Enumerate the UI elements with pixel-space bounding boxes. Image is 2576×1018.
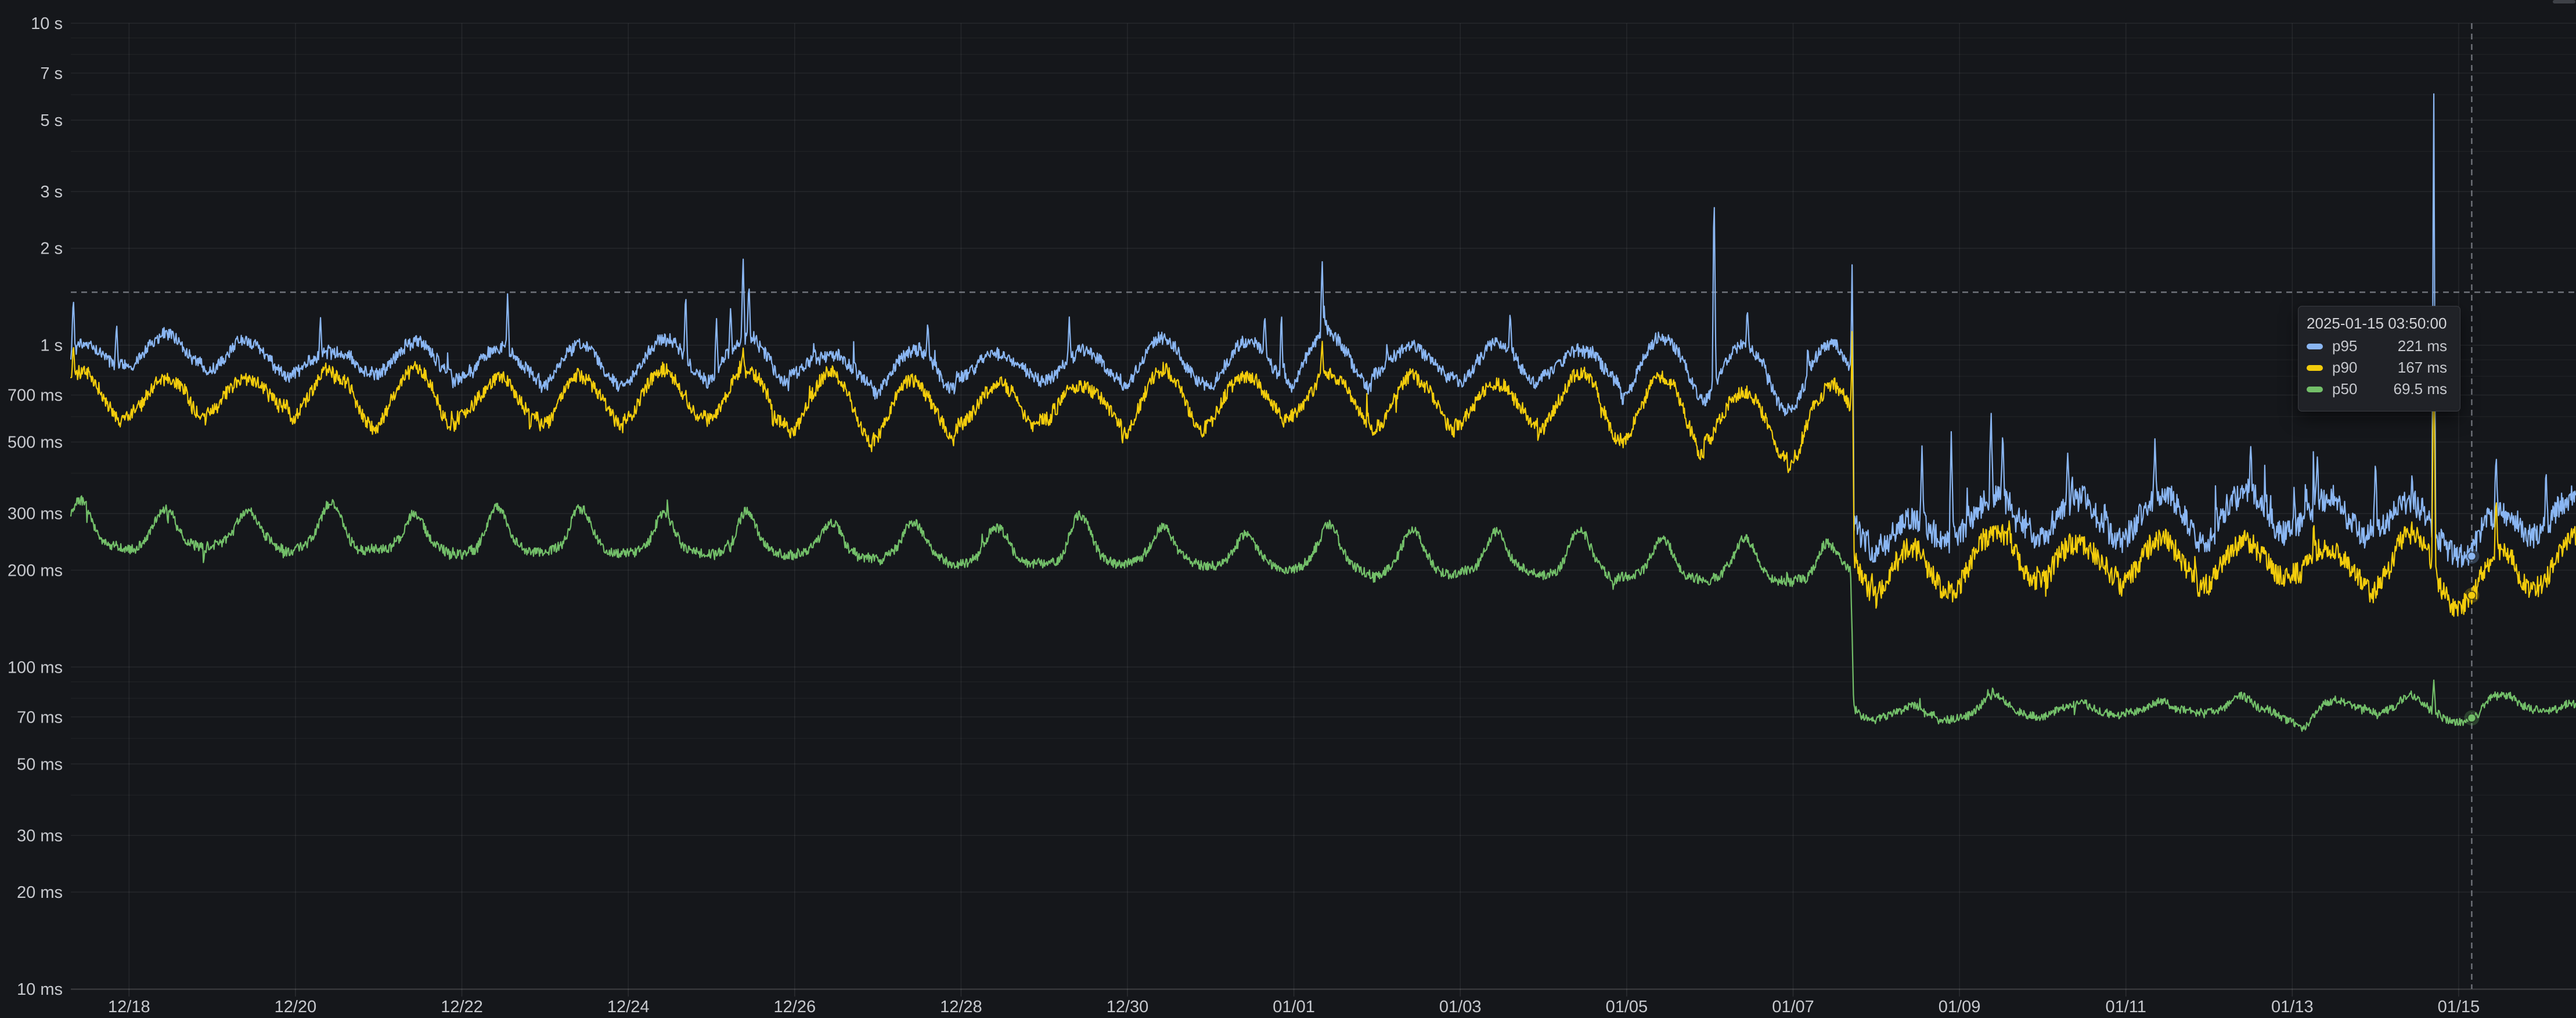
y-axis-tick-label: 70 ms xyxy=(17,708,63,727)
y-axis-tick-label: 3 s xyxy=(40,183,63,201)
y-axis-tick-label: 30 ms xyxy=(17,826,63,845)
y-axis-tick-label: 7 s xyxy=(40,64,63,83)
y-axis-tick-label: 300 ms xyxy=(8,505,63,524)
tooltip-timestamp: 2025-01-15 03:50:00 xyxy=(2307,315,2447,332)
series-color-pill-p95 xyxy=(2307,343,2323,349)
y-axis-tick-label: 5 s xyxy=(40,111,63,130)
y-axis-tick-label: 10 ms xyxy=(17,980,63,999)
y-axis-tick-label: 100 ms xyxy=(8,658,63,677)
x-axis-tick-label: 12/20 xyxy=(275,998,317,1016)
hover-point-p90 xyxy=(2467,590,2477,600)
y-axis-tick-label: 20 ms xyxy=(17,883,63,902)
x-axis-tick-label: 12/26 xyxy=(774,998,816,1016)
tooltip-row-p50: p50 69.5 ms xyxy=(2307,378,2447,400)
x-axis-tick-label: 12/28 xyxy=(940,998,982,1016)
x-axis-tick-label: 01/09 xyxy=(1939,998,1981,1016)
series-label-p50: p50 xyxy=(2332,380,2358,398)
y-axis-tick-label: 2 s xyxy=(40,240,63,258)
series-value-p50: 69.5 ms xyxy=(2393,380,2448,398)
tooltip-row-p95: p95 221 ms xyxy=(2307,335,2447,357)
x-axis-tick-label: 12/30 xyxy=(1107,998,1149,1016)
x-axis-tick-label: 01/01 xyxy=(1273,998,1315,1016)
y-axis-tick-label: 500 ms xyxy=(8,434,63,452)
series-value-p90: 167 ms xyxy=(2397,359,2447,376)
series-label-p90: p90 xyxy=(2332,359,2358,376)
chart-tooltip: 2025-01-15 03:50:00 p95 221 ms p90 167 m… xyxy=(2298,306,2460,411)
x-axis-tick-label: 01/15 xyxy=(2438,998,2480,1016)
y-axis-tick-label: 200 ms xyxy=(8,561,63,580)
x-axis-tick-label: 12/24 xyxy=(607,998,650,1016)
x-axis-tick-label: 01/07 xyxy=(1772,998,1814,1016)
x-axis-tick-label: 01/05 xyxy=(1606,998,1648,1016)
x-axis-tick-label: 01/03 xyxy=(1439,998,1482,1016)
x-axis-tick-label: 01/11 xyxy=(2105,998,2146,1016)
x-axis-tick-label: 12/18 xyxy=(108,998,150,1016)
series-color-pill-p90 xyxy=(2307,364,2323,371)
scrollbar-thumb[interactable] xyxy=(2553,0,2575,3)
y-axis-tick-label: 1 s xyxy=(40,337,63,355)
series-label-p95: p95 xyxy=(2332,337,2358,355)
x-axis-tick-label: 01/13 xyxy=(2271,998,2314,1016)
series-line-p95[interactable] xyxy=(70,93,2576,568)
hover-point-p50 xyxy=(2467,713,2477,723)
hover-point-p95 xyxy=(2467,551,2477,561)
series-line-p50[interactable] xyxy=(70,495,2576,732)
series-line-p90[interactable] xyxy=(70,324,2576,617)
series-color-pill-p50 xyxy=(2307,386,2323,392)
x-axis-tick-label: 12/22 xyxy=(441,998,483,1016)
tooltip-row-p90: p90 167 ms xyxy=(2307,357,2447,378)
y-axis-tick-label: 50 ms xyxy=(17,755,63,774)
series-value-p95: 221 ms xyxy=(2397,337,2447,355)
y-axis-tick-label: 700 ms xyxy=(8,387,63,405)
y-axis-tick-label: 10 s xyxy=(31,15,63,33)
